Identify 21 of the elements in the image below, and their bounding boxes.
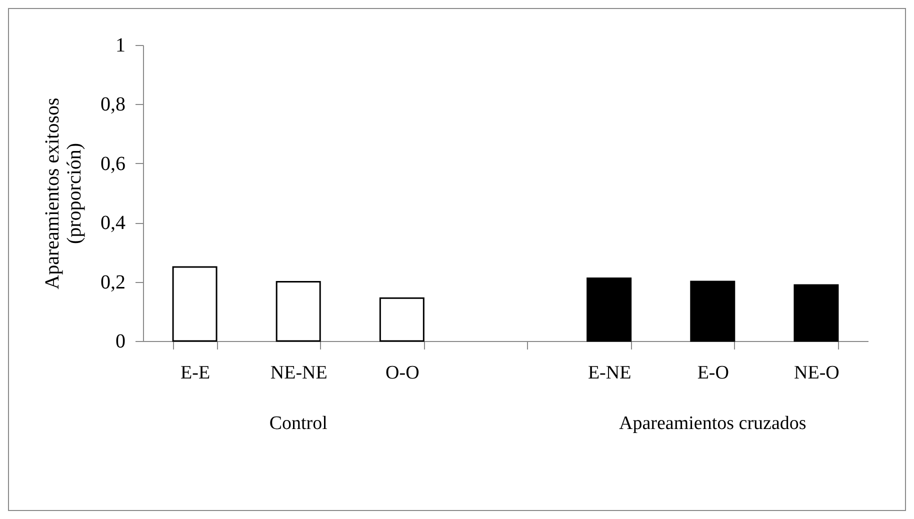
y-tick-label: 0,8 [100,94,126,116]
x-tick-label: E-NE [588,362,632,384]
y-tick-label: 0,6 [100,152,126,175]
y-tick-label: 1 [116,34,126,56]
bar [379,297,424,342]
x-tick-label: E-E [180,362,210,384]
y-tick-label: 0 [116,330,126,352]
bar [276,281,321,342]
text: Control [269,413,328,434]
bar [794,284,839,342]
bar [172,266,218,342]
y-axis-title: Apareamientos exitosos (proporción) [42,97,86,290]
text: Apareamientos cruzados [618,413,806,434]
x-tick-label: E-O [697,362,729,384]
y-tick-label: 0,4 [100,212,126,234]
bar [586,278,632,342]
bar [690,280,736,342]
y-tick-label: 0,2 [100,271,126,294]
x-tick-label: NE-O [794,362,840,384]
x-tick-label: O-O [386,362,420,384]
x-tick-label: NE-NE [270,362,328,384]
